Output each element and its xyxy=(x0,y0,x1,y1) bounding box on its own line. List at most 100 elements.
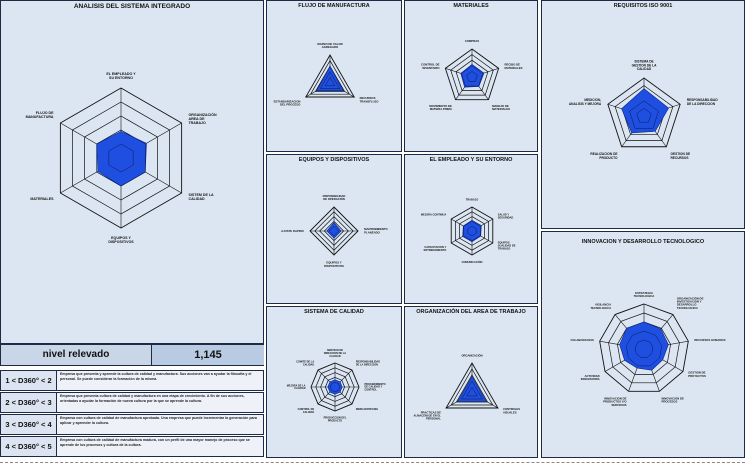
radar-grid-ring xyxy=(608,312,680,384)
radar-axis-label: AJUSTE RAPIDO xyxy=(281,229,305,233)
panel-title: REQUISITOS ISO 9001 xyxy=(613,3,673,9)
radar-empleado: TRABAJO SALUD Y SEGURIDAD EQUIPOS SUALIDAD D… xyxy=(421,198,516,264)
radar-inner-ring xyxy=(324,221,344,241)
radar-inner-ring xyxy=(319,71,341,89)
radar-grid-ring xyxy=(314,65,346,92)
radar-axis-label: MAPEO DE VALOR AGREGADO xyxy=(317,42,342,49)
panel-integrado: ANALISIS DEL SISTEMA INTEGRADO EL EMPLEA… xyxy=(0,0,264,344)
radar-integrado: EL EMPLEADO Y SU ENTORNO ORGANIZACIÓN AREA … xyxy=(26,72,217,244)
radar-axis-label: MERCADOTECNIA xyxy=(356,408,378,411)
radar-axis-label: MANTENIMIENTO PLANEADO xyxy=(364,227,388,234)
radar-axis-label: RECIBO DE MATERIALES xyxy=(504,63,522,70)
panel-title: EQUIPOS Y DISPOSITIVOS xyxy=(298,157,370,163)
radar-inner-ring xyxy=(467,225,477,237)
panel-title: FLUJO DE MANUFACTURA xyxy=(298,3,370,9)
radar-axis-label: MEDICION, ANALISIS Y MEJORA xyxy=(569,98,602,106)
radar-axis-label: EQUIPOS Y DISPOSITIVOS xyxy=(108,236,134,244)
radar-inner-ring xyxy=(461,65,483,87)
radar-axis-label: RECURSOS HUMANOS xyxy=(694,338,725,342)
radar-axis-label: INNOVACION DE PRODUCTOS Y/O SERVICIOS xyxy=(603,396,627,406)
radar-grid-ring xyxy=(614,85,674,141)
panel-title: SISTEMA DE CALIDAD xyxy=(304,309,364,315)
radar-inner-ring xyxy=(96,129,146,187)
panel-materiales: MATERIALES COMPRAS RECIBO DE MATERIALES MAN… xyxy=(404,0,538,152)
radar-data-area xyxy=(326,222,342,239)
radar-calidad: SERVICIO DE DIRECCION DE LA CALIDAD RESPONS… xyxy=(287,349,386,423)
radar-inner-ring xyxy=(463,221,481,241)
level-code: 3 < D360° < 4 xyxy=(1,415,57,434)
radar-data-area xyxy=(327,379,343,395)
radar-axis-label: ACTIVIDAD INNOVADORA xyxy=(581,374,600,381)
radar-axis-label: ORGANIZACIÓN AREA DE TRABAJO xyxy=(188,112,217,125)
radar-organizacion: ORGANIZACIÓN CONTROLES VISUALES PRACTICAS D… xyxy=(414,352,521,420)
panel-flujo: FLUJO DE MANUFACTURA MAPEO DE VALOR AGREG… xyxy=(266,0,402,152)
radar-axis-label: PROCEDIMIENTO DE CALIDAD Y CONTROL xyxy=(365,383,386,392)
radar-materiales: COMPRAS RECIBO DE MATERIALES MANEJO DE MATER… xyxy=(421,39,523,111)
radar-axis-label: REALIZACION DE PRODUCTO xyxy=(590,152,618,160)
level-desc: Empresa con cultura de calidad de manufa… xyxy=(60,438,250,447)
radar-axis-label: ORGANIZACIÓN DE INVESTIGACION Y DESARROLLO… xyxy=(677,295,704,310)
radar-axis-label: CONTROL DE CALIDAD xyxy=(298,408,315,414)
radar-axis-label: CONTROL DE INVENTARIO xyxy=(421,63,440,70)
radar-inner-ring xyxy=(328,225,340,237)
radar-inner-ring xyxy=(636,108,652,123)
page-footer-divider xyxy=(0,462,745,469)
radar-axis-label: MEJORA CONTINUA xyxy=(421,212,447,216)
radar-axis-label: SISTEM DE LA CALIDAD xyxy=(188,193,214,201)
panel-title: MATERIALES xyxy=(453,3,489,9)
radar-inner-ring xyxy=(325,377,345,397)
radar-inner-ring xyxy=(108,143,134,173)
radar-axis-label: MOVIMIENTO DE MATERIA PRIMA xyxy=(429,104,452,111)
radar-equipos: DISPONIBILIDAD DE OPERACIÓN MANTENIMIENTO P… xyxy=(281,194,388,268)
radar-grid-ring xyxy=(450,54,494,96)
radar-axis-label: MATERIALES xyxy=(30,197,54,201)
radar-axis-label: MANEJO DE MATERIALES xyxy=(492,104,510,111)
radar-grid-ring xyxy=(607,77,681,148)
level-row: 4 < D360° < 5 Empresa con cultura de cal… xyxy=(0,436,264,457)
radar-grid-ring xyxy=(455,59,489,91)
radar-inner-ring xyxy=(329,381,341,393)
radar-axis-label: PRACTICAS DE ALMACENAJE EN EL PERSONAL xyxy=(414,410,442,420)
radar-axis-label: CONTROLES VISUALES xyxy=(503,407,520,414)
score-value: 1,145 xyxy=(151,345,264,365)
level-code: 2 < D360° < 3 xyxy=(1,393,57,412)
radar-axis-label: RESPONSABILIDAD DE LA DIRECCION xyxy=(356,361,380,367)
panel-equipos: EQUIPOS Y DISPOSITIVOS DISPONIBILIDAD DE … xyxy=(266,154,402,304)
radar-innovacion: ESTRATEGIA TECNOLOGICA ORGANIZACIÓN DE INVE… xyxy=(570,291,725,407)
level-desc: Empresa que presenta cultura de calidad … xyxy=(60,394,245,403)
radar-axis-label: ESTANDARIZACION DEL PROCESO xyxy=(274,99,302,106)
radar-axis-label: DISPONIBILIDAD DE OPERACIÓN xyxy=(323,194,346,201)
radar-requisitos: SISTEMA DE GESTION DE LA CALIDAD RESPONSABI… xyxy=(569,60,718,160)
radar-grid-ring xyxy=(445,362,499,409)
radar-axis-label: COLABORACION xyxy=(570,338,593,342)
radar-axis-label: COMPRAS xyxy=(465,39,479,43)
score-box: nivel relevado 1,145 xyxy=(0,344,264,366)
panel-innovacion: INNOVACION Y DESARROLLO TECNOLOGICO ESTR… xyxy=(541,231,745,458)
score-label: nivel relevado xyxy=(42,349,110,360)
radar-axis-label: RECURSOS TRANSFLUJO xyxy=(360,96,380,103)
radar-inner-ring xyxy=(466,386,478,397)
radar-axis-label: SALUD Y SEGURIDAD xyxy=(498,212,514,219)
radar-grid-ring xyxy=(309,59,351,95)
radar-grid-ring xyxy=(450,368,494,406)
radar-axis-label: INNOVACION DE PROCESOS xyxy=(661,396,683,403)
level-code: 1 < D360° < 2 xyxy=(1,371,57,390)
level-row: 1 < D360° < 2 Empresa que presenta y apr… xyxy=(0,370,264,391)
level-desc: Empresa con cultura de calidad de manufa… xyxy=(60,416,257,425)
level-row: 3 < D360° < 4 Empresa con cultura de cal… xyxy=(0,414,264,435)
radar-inner-ring xyxy=(324,76,336,87)
radar-axis-label: GESTION DE PROYECTOS xyxy=(688,371,706,378)
radar-axis-label: VIGILANCIA TECNOLOGICA xyxy=(590,303,611,310)
radar-axis-label: ESTRATEGIA TECNOLOGICA xyxy=(634,291,655,298)
radar-inner-ring xyxy=(634,339,654,358)
radar-grid-ring xyxy=(455,374,489,403)
radar-data-area xyxy=(460,64,485,88)
radar-data-area xyxy=(462,219,482,243)
radar-grid-ring xyxy=(599,303,689,392)
radar-axis-label: PRODUCCION DEL PRODUCTO xyxy=(324,417,347,423)
radar-axis-label: SERVICIO DE DIRECCION DE LA CALIDAD xyxy=(324,349,346,358)
radar-inner-ring xyxy=(626,330,662,367)
radar-axis-label: COMITE DE LA CALIDAD xyxy=(296,361,314,367)
level-code: 4 < D360° < 5 xyxy=(1,437,57,456)
